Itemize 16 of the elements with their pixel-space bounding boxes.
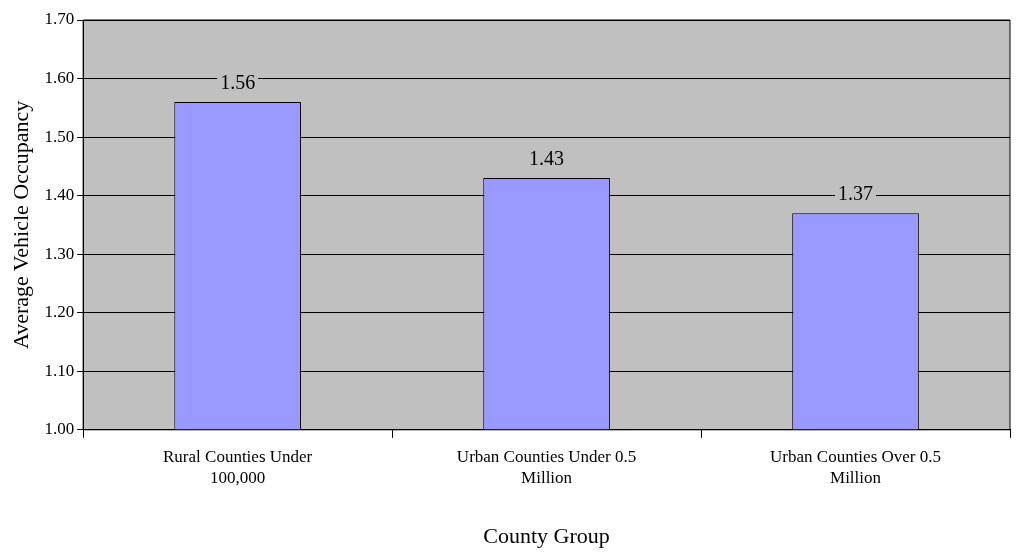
data-label: 1.37 — [838, 182, 874, 205]
data-label: 1.43 — [529, 147, 565, 170]
x-tick-label: Urban Counties Under 0.5 Million — [456, 447, 637, 487]
x-tick-label: Urban Counties Over 0.5 Million — [770, 447, 941, 487]
y-axis-title: Average Vehicle Occupancy — [7, 100, 33, 350]
y-tick-label: 1.60 — [44, 68, 75, 88]
y-tick-label: 1.30 — [44, 243, 75, 263]
y-tick-label: 1.40 — [44, 185, 75, 205]
y-tick-label: 1.20 — [44, 302, 75, 322]
y-tick-label: 1.00 — [44, 419, 75, 439]
x-axis-title: County Group — [483, 522, 610, 548]
data-label: 1.56 — [220, 71, 256, 94]
y-tick-label: 1.50 — [44, 126, 75, 146]
y-tick-label: 1.10 — [44, 360, 75, 380]
y-tick-label: 1.70 — [44, 9, 75, 29]
x-tick-label: Rural Counties Under 100,000 — [163, 447, 313, 487]
